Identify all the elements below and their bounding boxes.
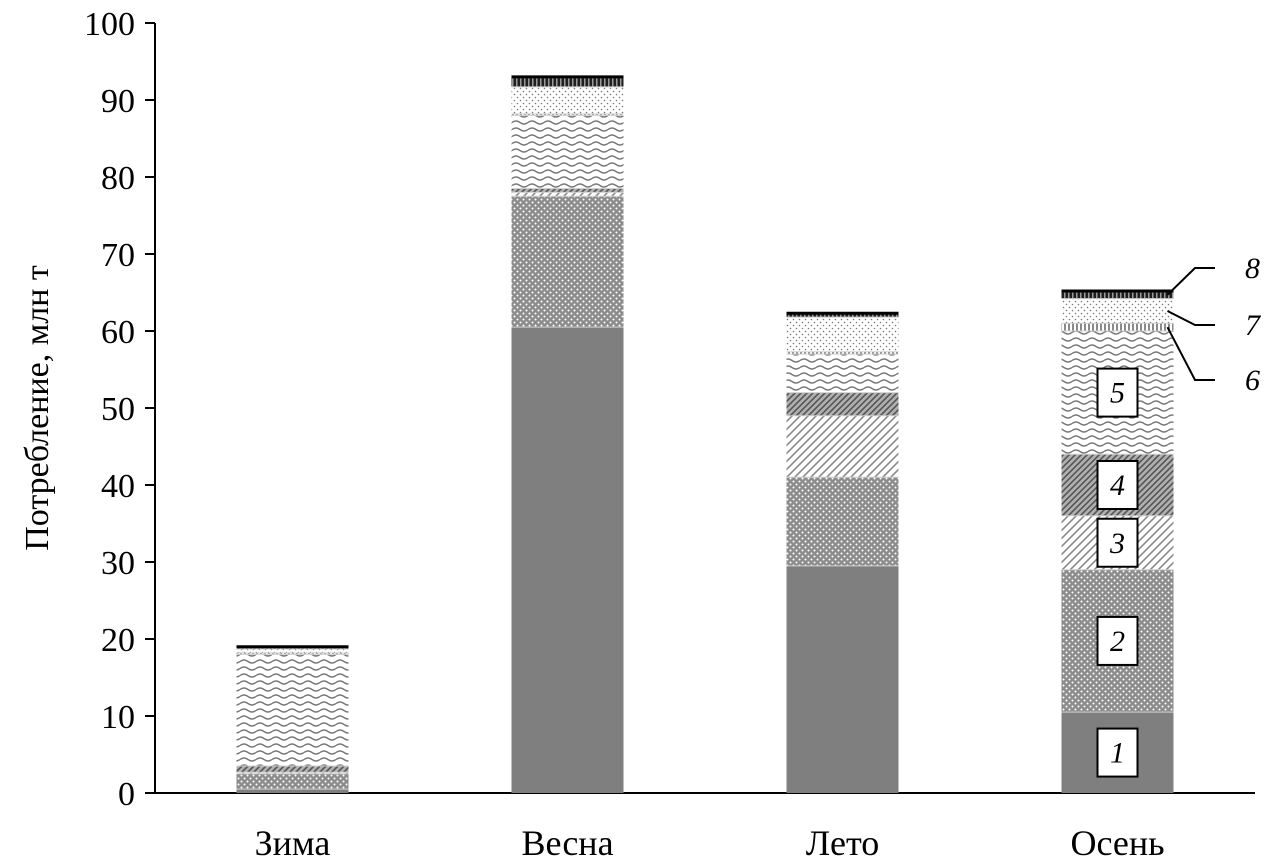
leader-line-7	[1167, 310, 1215, 326]
bar-segment-5	[511, 115, 624, 189]
bar-segment-7	[1061, 298, 1174, 324]
series-label-1: 1	[1110, 737, 1125, 770]
series-label-6: 6	[1245, 364, 1260, 397]
bar-segment-4	[511, 188, 624, 193]
y-tick-label: 20	[101, 622, 135, 659]
y-tick-label: 30	[101, 545, 135, 582]
y-ticks: 0 10 20 30 40 50 60 70 80 90 100	[84, 6, 155, 813]
y-tick-label: 80	[101, 160, 135, 197]
bar-segment-2	[236, 773, 349, 790]
series-label-7: 7	[1245, 309, 1262, 342]
series-label-box-1	[1096, 727, 1139, 778]
bar-segment-6	[511, 113, 624, 116]
y-tick-label: 100	[84, 6, 135, 43]
series-label-box-3	[1096, 517, 1139, 568]
series-label-box-2	[1096, 615, 1139, 666]
y-tick-label: 50	[101, 391, 135, 428]
bar-segment-2	[511, 196, 624, 328]
leader-line-8	[1166, 267, 1215, 296]
series-label-2: 2	[1110, 625, 1125, 658]
series-label-3: 3	[1109, 527, 1125, 560]
series-label-box-4	[1096, 460, 1139, 510]
bar-segment-8	[786, 313, 899, 318]
bar-segment-3	[511, 192, 624, 197]
bar-segment-6	[236, 652, 349, 655]
series-label-4: 4	[1110, 469, 1125, 502]
bar-segment-6	[786, 351, 899, 355]
x-tick-labels: Зима Весна Лето Осень	[255, 823, 1165, 860]
bar-segment-6	[1061, 323, 1174, 331]
x-tick-label: Весна	[521, 823, 613, 860]
series-label-box-5	[1096, 367, 1139, 418]
x-tick-label: Лето	[806, 823, 879, 860]
bar-segment-1	[236, 789, 349, 793]
y-tick-label: 10	[101, 699, 135, 736]
y-tick-label: 60	[101, 314, 135, 351]
series-labels: 1 2 3 4 5 6 7 8	[1096, 252, 1262, 778]
x-tick-label: Осень	[1070, 823, 1164, 860]
bar-segment-8	[511, 76, 624, 87]
series-label-8: 8	[1245, 252, 1260, 285]
y-tick-label: 40	[101, 468, 135, 505]
bar-segment-8	[1061, 290, 1174, 299]
y-tick-label: 0	[118, 776, 135, 813]
y-axis-title: Потребление, млн т	[19, 265, 56, 551]
bar-segment-7	[511, 86, 624, 114]
bar-segment-1	[786, 565, 899, 793]
bar-segment-5	[786, 354, 899, 393]
bars	[236, 75, 1174, 793]
bar-segment-2	[786, 477, 899, 566]
bar-segment-4	[786, 392, 899, 416]
bar-segment-7	[236, 649, 349, 653]
y-tick-label: 90	[101, 83, 135, 120]
y-tick-label: 70	[101, 237, 135, 274]
bar-segment-1	[511, 327, 624, 793]
bar-segment-3	[786, 415, 899, 478]
leader-line-6	[1166, 326, 1215, 381]
bar-segment-7	[786, 317, 899, 352]
x-tick-label: Зима	[255, 823, 331, 860]
bar-segment-3	[236, 772, 349, 774]
series-label-5: 5	[1110, 377, 1125, 410]
bar-segment-4	[236, 766, 349, 773]
bar-segment-5	[236, 654, 349, 767]
